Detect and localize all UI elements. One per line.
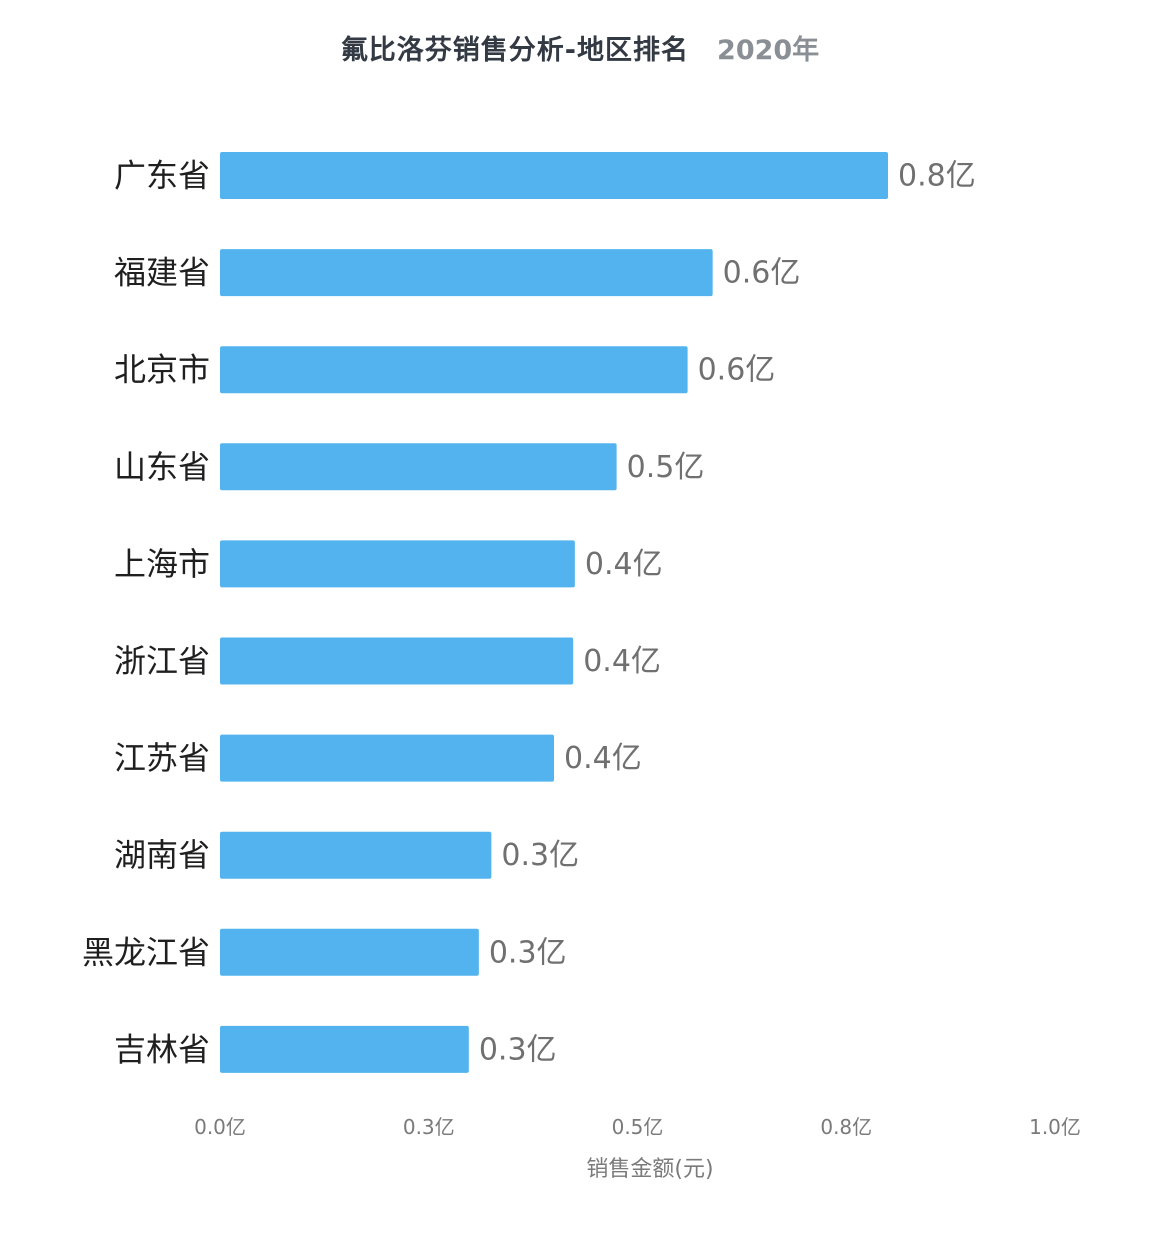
bars-group: [220, 152, 888, 1073]
bar: [220, 1025, 469, 1073]
category-label: 上海市: [114, 545, 210, 583]
category-label: 福建省: [114, 254, 210, 292]
value-label: 0.6亿: [698, 353, 776, 388]
x-tick-label: 0.8亿: [820, 1115, 872, 1139]
category-label: 山东省: [114, 448, 210, 486]
bar: [220, 540, 575, 588]
bar: [220, 831, 492, 879]
category-label: 吉林省: [114, 1030, 210, 1068]
category-label: 浙江省: [114, 642, 210, 680]
bar: [220, 443, 617, 491]
x-tick-label: 0.3亿: [403, 1115, 455, 1139]
category-label: 江苏省: [114, 739, 210, 777]
x-axis-ticks: 0.0亿 0.3亿 0.5亿 0.8亿 1.0亿: [194, 1115, 1081, 1139]
x-axis-title: 销售金额(元): [586, 1157, 713, 1182]
value-label: 0.4亿: [583, 644, 661, 679]
category-label: 北京市: [114, 351, 210, 389]
value-label: 0.3亿: [501, 838, 579, 873]
value-label: 0.3亿: [479, 1032, 557, 1067]
bar: [220, 637, 574, 685]
x-tick-label: 1.0亿: [1029, 1115, 1081, 1139]
chart-subtitle: 2020年: [717, 35, 820, 66]
bar: [220, 152, 888, 199]
bar: [220, 346, 688, 394]
bar: [220, 928, 479, 976]
x-tick-label: 0.0亿: [194, 1115, 246, 1139]
value-label: 0.4亿: [585, 547, 663, 582]
value-label: 0.4亿: [564, 741, 642, 776]
x-tick-label: 0.5亿: [612, 1115, 664, 1139]
category-label: 湖南省: [114, 836, 210, 874]
bar: [220, 734, 554, 782]
value-label: 0.5亿: [627, 450, 705, 485]
chart-title: 氟比洛芬销售分析-地区排名: [340, 35, 690, 66]
category-label: 黑龙江省: [82, 933, 210, 971]
bar: [220, 249, 713, 297]
category-label: 广东省: [114, 157, 210, 195]
value-label: 0.8亿: [898, 159, 976, 194]
value-labels: 0.8亿 0.6亿 0.6亿 0.5亿 0.4亿 0.4亿 0.4亿 0.3亿 0.3亿 0.3亿: [479, 159, 976, 1068]
chart-header: 氟比洛芬销售分析-地区排名 2020年: [0, 28, 1160, 67]
value-label: 0.3亿: [489, 935, 567, 970]
value-label: 0.6亿: [723, 256, 801, 291]
